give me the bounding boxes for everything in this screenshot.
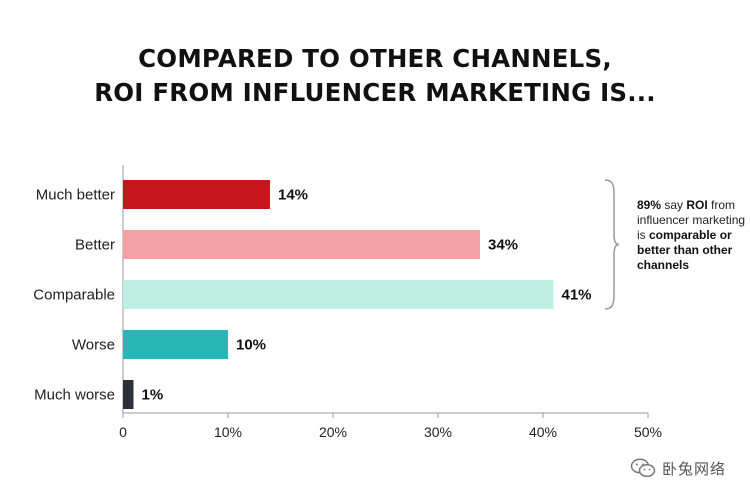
- watermark: 卧兔网络: [630, 457, 742, 479]
- category-label: Better: [75, 237, 115, 254]
- chart-title-line-2: ROI FROM INFLUENCER MARKETING IS...: [94, 78, 656, 107]
- bar: [123, 330, 228, 359]
- x-tick-label: 20%: [319, 424, 347, 440]
- chart-title-line-1: COMPARED TO OTHER CHANNELS,: [138, 44, 612, 73]
- x-tick-label: 0: [119, 424, 127, 440]
- data-label: 10%: [236, 337, 266, 354]
- category-label: Comparable: [33, 287, 115, 304]
- wechat-icon: [630, 458, 656, 478]
- annotation-percent: 89%: [637, 198, 662, 212]
- annotation-text-1: say: [661, 198, 687, 212]
- annotation-conclusion: comparable or better than other channels: [637, 228, 733, 272]
- data-label: 41%: [562, 287, 592, 304]
- category-label: Much better: [36, 187, 115, 204]
- annotation-note: 89% say ROI from influencer marketing is…: [637, 198, 749, 273]
- category-label: Worse: [72, 337, 115, 354]
- data-label: 14%: [278, 187, 308, 204]
- x-tick-label: 50%: [634, 424, 662, 440]
- x-tick-label: 10%: [214, 424, 242, 440]
- bar: [123, 280, 554, 309]
- x-tick-label: 30%: [424, 424, 452, 440]
- data-label: 34%: [488, 237, 518, 254]
- bar: [123, 380, 134, 409]
- chart-title: COMPARED TO OTHER CHANNELS, ROI FROM INF…: [0, 42, 750, 110]
- annotation-text-2: from influencer marketing is: [637, 198, 746, 242]
- data-label: 1%: [142, 387, 164, 404]
- category-label: Much worse: [34, 387, 115, 404]
- bar: [123, 230, 480, 259]
- x-tick-label: 40%: [529, 424, 557, 440]
- annotation-roi: ROI: [686, 198, 708, 212]
- watermark-text: 卧兔网络: [662, 459, 727, 478]
- bar: [123, 180, 270, 209]
- grouping-brace: [604, 179, 620, 310]
